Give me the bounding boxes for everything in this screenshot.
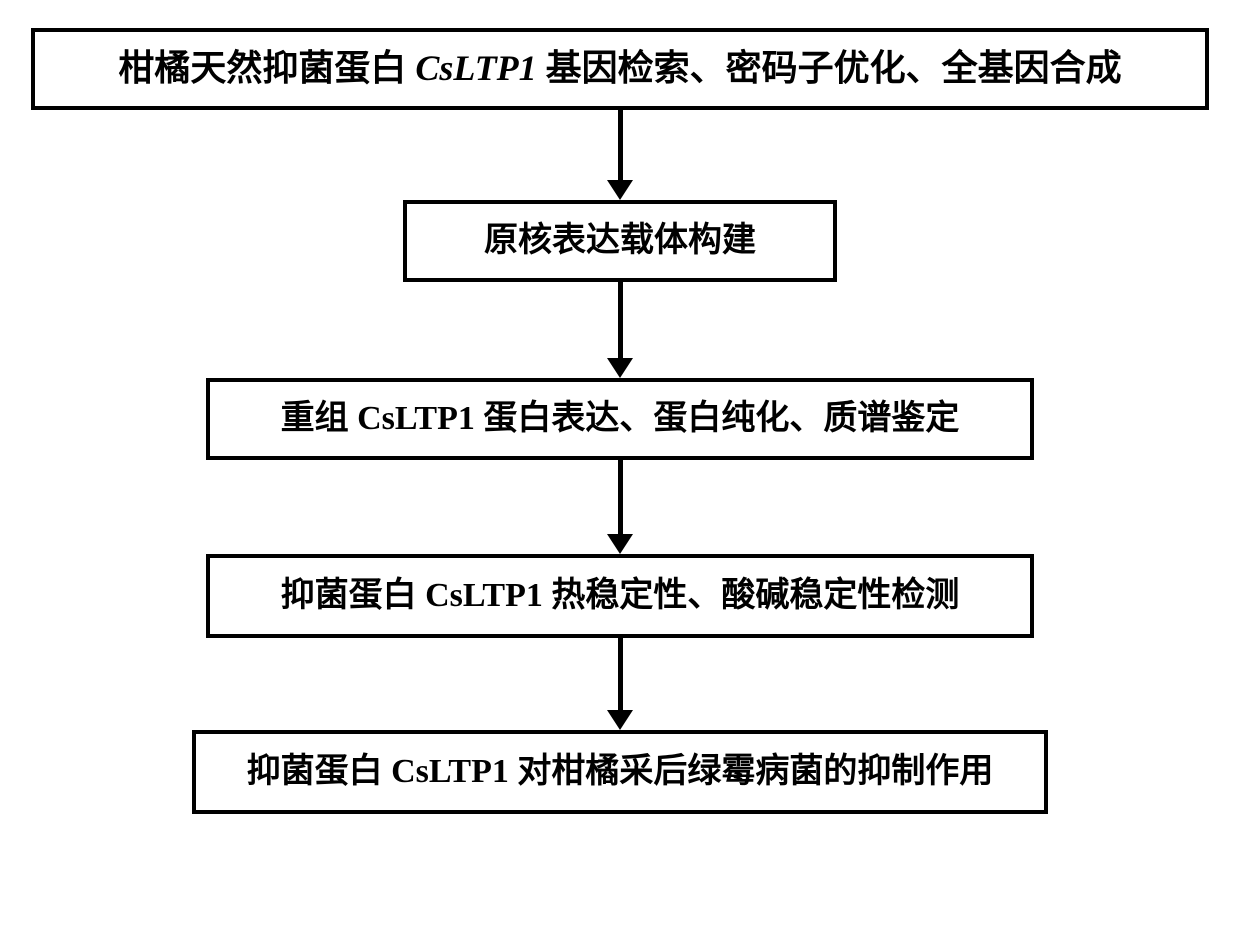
arrow-head-icon: [607, 710, 633, 730]
flow-arrow-1: [607, 282, 633, 378]
node-text: 柑橘天然抑菌蛋白 CsLTP1 基因检索、密码子优化、全基因合成: [118, 48, 1121, 89]
node-text: 抑菌蛋白 CsLTP1 热稳定性、酸碱稳定性检测: [281, 576, 960, 615]
flow-arrow-2: [607, 460, 633, 554]
flowchart: 柑橘天然抑菌蛋白 CsLTP1 基因检索、密码子优化、全基因合成 原核表达载体构…: [31, 28, 1209, 814]
flow-node-2: 重组 CsLTP1 蛋白表达、蛋白纯化、质谱鉴定: [206, 378, 1034, 460]
node-text: 原核表达载体构建: [484, 221, 756, 260]
arrow-shaft: [618, 282, 623, 358]
flow-node-1: 原核表达载体构建: [403, 200, 837, 282]
arrow-shaft: [618, 638, 623, 710]
arrow-shaft: [618, 460, 623, 534]
gene-italic: CsLTP1: [415, 48, 536, 88]
arrow-head-icon: [607, 180, 633, 200]
arrow-head-icon: [607, 358, 633, 378]
node-text: 抑菌蛋白 CsLTP1 对柑橘采后绿霉病菌的抑制作用: [247, 752, 994, 791]
flow-node-4: 抑菌蛋白 CsLTP1 对柑橘采后绿霉病菌的抑制作用: [192, 730, 1048, 814]
flow-node-0: 柑橘天然抑菌蛋白 CsLTP1 基因检索、密码子优化、全基因合成: [31, 28, 1209, 110]
arrow-head-icon: [607, 534, 633, 554]
node-text: 重组 CsLTP1 蛋白表达、蛋白纯化、质谱鉴定: [281, 399, 960, 438]
node-text-post: 基因检索、密码子优化、全基因合成: [537, 48, 1122, 88]
flow-node-3: 抑菌蛋白 CsLTP1 热稳定性、酸碱稳定性检测: [206, 554, 1034, 638]
arrow-shaft: [618, 110, 623, 180]
node-text-pre: 柑橘天然抑菌蛋白: [118, 48, 415, 88]
flow-arrow-0: [607, 110, 633, 200]
flow-arrow-3: [607, 638, 633, 730]
